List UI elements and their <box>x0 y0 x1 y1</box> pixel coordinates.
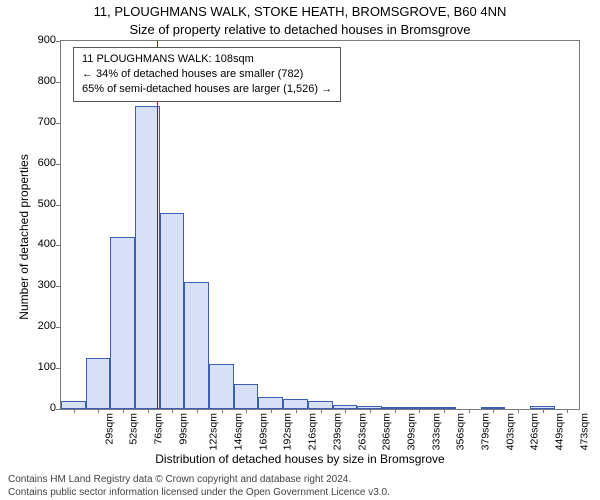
y-tick-mark <box>56 164 60 165</box>
x-tick-label: 426sqm <box>529 413 541 450</box>
y-tick-mark <box>56 368 60 369</box>
x-tick-mark <box>98 409 99 413</box>
x-tick-mark <box>518 409 519 413</box>
x-tick-mark <box>469 409 470 413</box>
x-tick-mark <box>419 409 420 413</box>
x-tick-mark <box>222 409 223 413</box>
y-tick-label: 600 <box>6 157 56 169</box>
x-tick-mark <box>172 409 173 413</box>
y-tick-mark <box>56 286 60 287</box>
x-tick-label: 29sqm <box>103 413 115 445</box>
credits-line2: Contains public sector information licen… <box>8 487 390 498</box>
y-axis-label: Number of detached properties <box>17 147 31 327</box>
histogram-bar <box>160 213 185 409</box>
x-tick-label: 379sqm <box>479 413 491 450</box>
y-tick-mark <box>56 409 60 410</box>
y-tick-mark <box>56 205 60 206</box>
y-tick-label: 500 <box>6 198 56 210</box>
plot-area: 11 PLOUGHMANS WALK: 108sqm ← 34% of deta… <box>60 40 580 410</box>
y-tick-mark <box>56 327 60 328</box>
x-tick-mark <box>543 409 544 413</box>
info-box-line1: 11 PLOUGHMANS WALK: 108sqm <box>82 52 332 67</box>
y-tick-label: 100 <box>6 361 56 373</box>
x-tick-mark <box>197 409 198 413</box>
y-tick-mark <box>56 82 60 83</box>
credits-line1: Contains HM Land Registry data © Crown c… <box>8 474 351 485</box>
histogram-bar <box>234 384 259 409</box>
x-tick-label: 356sqm <box>455 413 467 450</box>
x-tick-mark <box>345 409 346 413</box>
x-tick-label: 286sqm <box>381 413 393 450</box>
histogram-bar <box>283 399 308 409</box>
x-tick-label: 239sqm <box>331 413 343 450</box>
x-tick-label: 99sqm <box>177 413 189 445</box>
x-tick-label: 146sqm <box>232 413 244 450</box>
x-tick-label: 169sqm <box>257 413 269 450</box>
x-tick-label: 216sqm <box>307 413 319 450</box>
x-tick-mark <box>493 409 494 413</box>
x-tick-mark <box>74 409 75 413</box>
x-tick-label: 122sqm <box>208 413 220 450</box>
y-tick-label: 400 <box>6 238 56 250</box>
x-tick-label: 333sqm <box>430 413 442 450</box>
x-tick-mark <box>567 409 568 413</box>
info-box: 11 PLOUGHMANS WALK: 108sqm ← 34% of deta… <box>73 47 341 102</box>
histogram-bar <box>86 358 111 409</box>
y-tick-label: 300 <box>6 279 56 291</box>
x-tick-label: 403sqm <box>504 413 516 450</box>
y-tick-label: 0 <box>6 402 56 414</box>
x-tick-label: 263sqm <box>356 413 368 450</box>
histogram-bar <box>258 397 283 409</box>
histogram-bar <box>308 401 333 409</box>
x-tick-label: 449sqm <box>553 413 565 450</box>
x-tick-mark <box>321 409 322 413</box>
x-tick-mark <box>271 409 272 413</box>
x-tick-mark <box>148 409 149 413</box>
x-tick-mark <box>123 409 124 413</box>
x-tick-label: 192sqm <box>282 413 294 450</box>
x-tick-label: 473sqm <box>578 413 590 450</box>
y-tick-mark <box>56 41 60 42</box>
x-tick-label: 76sqm <box>153 413 165 445</box>
histogram-bar <box>184 282 209 409</box>
x-tick-mark <box>246 409 247 413</box>
chart-title-line1: 11, PLOUGHMANS WALK, STOKE HEATH, BROMSG… <box>0 4 600 19</box>
y-tick-label: 700 <box>6 116 56 128</box>
x-tick-label: 309sqm <box>405 413 417 450</box>
info-box-line2: ← 34% of detached houses are smaller (78… <box>82 67 332 82</box>
y-tick-mark <box>56 123 60 124</box>
histogram-bar <box>110 237 135 409</box>
x-tick-mark <box>444 409 445 413</box>
x-tick-mark <box>296 409 297 413</box>
x-tick-mark <box>395 409 396 413</box>
y-tick-label: 800 <box>6 75 56 87</box>
y-tick-label: 200 <box>6 320 56 332</box>
x-tick-label: 52sqm <box>128 413 140 445</box>
chart-title-line2: Size of property relative to detached ho… <box>0 22 600 37</box>
info-box-line3: 65% of semi-detached houses are larger (… <box>82 82 332 97</box>
chart-container: 11, PLOUGHMANS WALK, STOKE HEATH, BROMSG… <box>0 0 600 500</box>
histogram-bar <box>61 401 86 409</box>
histogram-bar <box>209 364 234 409</box>
x-axis-label: Distribution of detached houses by size … <box>0 452 600 466</box>
x-tick-mark <box>370 409 371 413</box>
y-tick-mark <box>56 245 60 246</box>
y-tick-label: 900 <box>6 34 56 46</box>
